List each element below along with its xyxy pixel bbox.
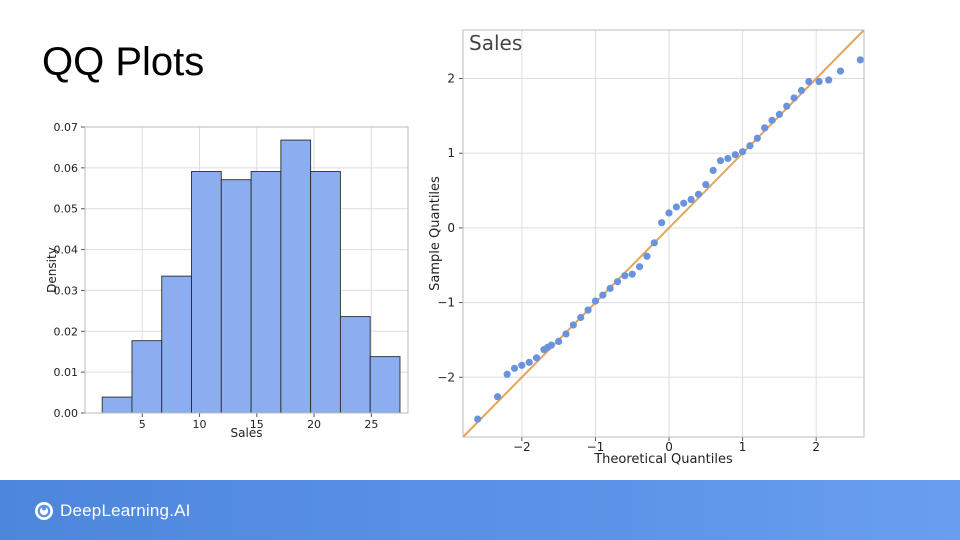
qq-point <box>731 151 739 159</box>
qq-point <box>493 393 502 401</box>
qq-point <box>709 166 717 174</box>
qq-point <box>599 291 607 299</box>
hist-xtick-label: 25 <box>364 418 378 431</box>
hist-xtick-label: 20 <box>307 418 321 431</box>
qq-point <box>825 76 833 84</box>
qq-point <box>694 190 703 198</box>
qq-point <box>569 321 577 329</box>
hist-ytick-label: 0.04 <box>54 244 79 257</box>
hist-bar <box>369 356 401 414</box>
qq-point <box>503 370 511 378</box>
qq-xtick-label: 0 <box>665 440 673 454</box>
qq-title: Sales <box>469 31 522 55</box>
qq-point <box>746 142 754 150</box>
hist-ytick-label: 0.07 <box>54 121 79 134</box>
qq-xlabel: Theoretical Quantiles <box>593 452 733 467</box>
qq-point <box>555 337 563 346</box>
qq-point <box>680 199 688 207</box>
qq-point <box>474 415 482 423</box>
hist-ytick-label: 0.06 <box>54 162 79 175</box>
qq-point <box>613 278 622 286</box>
qq-xtick-label: −1 <box>587 440 605 454</box>
hist-xlabel: Sales <box>231 426 263 440</box>
hist-plot-frame <box>84 126 409 414</box>
charts-canvas: 0.000.010.020.030.040.050.060.075 10 15 20 2… <box>45 29 865 467</box>
qq-point <box>591 297 600 305</box>
qq-ytick-label: −1 <box>437 296 455 310</box>
hist-bar <box>101 396 133 414</box>
qq-point <box>724 154 732 163</box>
hist-bar <box>250 171 282 414</box>
hist-ytick-label: 0.05 <box>54 203 79 216</box>
qq-point <box>805 77 813 86</box>
qq-point <box>672 203 680 211</box>
qq-point <box>815 77 823 86</box>
hist-ytick-label: 0.01 <box>54 366 79 379</box>
hist-bar <box>161 275 192 414</box>
qq-point <box>856 56 864 64</box>
hist-xtick-label: 5 <box>139 418 146 431</box>
qq-point <box>775 110 783 118</box>
footer-bar: DeepLearning.AI <box>0 480 960 540</box>
qq-ytick-label: 0 <box>447 221 455 235</box>
qq-point <box>738 148 747 156</box>
qq-point <box>687 195 695 204</box>
histogram-chart: 0.00 0.01 0.02 0.03 0.04 0.05 0.06 0.07 5 10 15 20 2… <box>45 121 409 440</box>
qq-point <box>643 252 651 260</box>
hist-bar <box>310 171 341 414</box>
hist-ytick-label: 0.02 <box>54 325 79 338</box>
qq-point <box>783 102 791 110</box>
deeplearning-ai-logo-icon <box>35 502 53 520</box>
hist-ytick-label: 0.03 <box>54 284 79 297</box>
qq-point <box>790 94 798 102</box>
qq-point <box>518 361 526 369</box>
qq-xtick-label: 1 <box>739 440 747 454</box>
hist-bar <box>220 179 252 414</box>
hist-bar <box>131 340 163 414</box>
qq-point <box>584 306 592 314</box>
hist-xtick-label: 10 <box>193 418 207 431</box>
qq-ylabel: Sample Quantiles <box>428 176 443 291</box>
qq-point <box>562 330 570 338</box>
qq-point <box>547 341 555 349</box>
qq-xtick-label: 2 <box>812 440 820 454</box>
qq-point <box>702 180 710 189</box>
qq-plot-frame <box>462 29 865 438</box>
hist-bar <box>280 139 312 414</box>
qq-point <box>716 157 725 165</box>
hist-ylabel: Density <box>45 247 59 293</box>
qq-point <box>635 263 644 271</box>
qq-point <box>650 239 658 247</box>
qq-point <box>621 272 629 280</box>
qq-point <box>658 219 666 227</box>
hist-xtick-label: 15 <box>250 418 264 431</box>
hist-ytick-label: 0.00 <box>54 407 79 420</box>
qq-ytick-label: −2 <box>437 370 455 384</box>
qq-point <box>577 313 585 322</box>
qq-point <box>753 134 761 142</box>
brand[interactable]: DeepLearning.AI <box>34 500 191 522</box>
qq-point <box>510 364 519 372</box>
qq-point <box>606 284 614 292</box>
qq-point <box>628 270 636 278</box>
qq-point <box>525 358 533 366</box>
qq-ytick-label: 2 <box>447 72 455 86</box>
hist-bar <box>191 171 222 414</box>
qq-point <box>797 86 806 95</box>
qq-xtick-label: −2 <box>513 440 531 454</box>
qq-point <box>665 209 673 217</box>
qq-point <box>532 354 541 362</box>
brand-name: DeepLearning.AI <box>60 501 191 520</box>
qq-plot-chart: −2 −1 0 1 2 −2 −1 0 1 2 Sales Theoretical Quantiles… <box>428 29 865 467</box>
slide-title: QQ Plots <box>42 40 205 84</box>
qq-point <box>836 67 845 75</box>
qq-point <box>761 124 769 132</box>
hist-bar <box>339 316 371 414</box>
qq-point <box>768 116 776 124</box>
qq-ytick-label: 1 <box>447 146 455 160</box>
